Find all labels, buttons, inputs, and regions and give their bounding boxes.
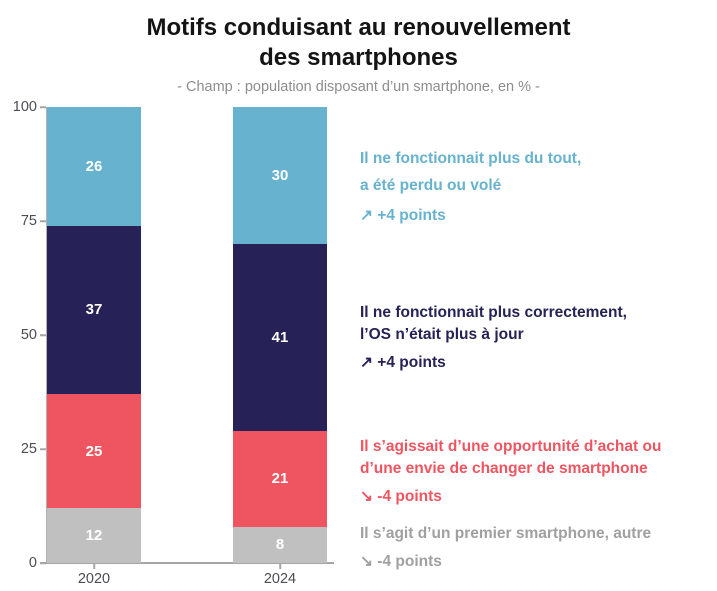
bar-value-label: 30 xyxy=(271,166,289,184)
annotation-trend-arrow-label: ↘ -4 points xyxy=(360,488,442,505)
annotation-text-line: d’une envie de changer de smartphone xyxy=(360,460,648,477)
y-axis-tick xyxy=(39,562,46,564)
plot-area: 12 25 37 26 2020 8 21 41 30 2024 0 25 50 75 100 xyxy=(13,99,332,587)
bar-value-label: 12 xyxy=(85,527,103,545)
y-axis-label: 50 xyxy=(20,327,37,343)
y-axis-tick xyxy=(39,220,46,222)
annotation-trend-arrow-label: ↘ -4 points xyxy=(360,553,442,570)
bar-2024: 8 21 41 30 xyxy=(233,107,327,563)
annotation-block-3: Il s’agit d’un premier smartphone, autre… xyxy=(360,523,715,572)
annotation-block-0: Il ne fonctionnait plus du tout, a été pe… xyxy=(360,145,715,226)
bar-value-label: 8 xyxy=(275,536,285,554)
y-axis-tick xyxy=(39,448,46,450)
annotation-text-line: Il ne fonctionnait plus du tout, xyxy=(360,150,582,167)
y-axis-label: 75 xyxy=(20,213,37,229)
bar-segment: 12 xyxy=(47,508,141,563)
y-axis-label: 100 xyxy=(12,99,37,115)
annotation-text-line: a été perdu ou volé xyxy=(360,177,502,194)
annotation-block-2: Il s’agissait d’une opportunité d’achat … xyxy=(360,436,715,507)
bar-segment: 21 xyxy=(233,430,327,527)
y-axis-tick xyxy=(39,334,46,336)
x-axis-tick xyxy=(93,563,95,569)
y-axis-tick xyxy=(39,106,46,108)
bar-segment: 26 xyxy=(47,107,141,226)
bar-2020: 12 25 37 26 xyxy=(47,107,141,563)
annotation-text-line: Il s’agit d’un premier smartphone, autre xyxy=(360,525,652,542)
annotation-trend-arrow-label: ↗ +4 points xyxy=(360,207,446,224)
x-axis-label: 2024 xyxy=(263,571,297,587)
annotation-text-line: Il ne fonctionnait plus correctement, xyxy=(360,304,627,321)
annotation-trend-arrow-label: ↗ +4 points xyxy=(360,354,446,371)
chart-title-line2: des smartphones xyxy=(259,44,458,71)
bar-value-label: 26 xyxy=(85,157,103,175)
bar-value-label: 25 xyxy=(85,442,103,460)
annotation-text-line: l’OS n’était plus à jour xyxy=(360,326,524,343)
chart-title: Motifs conduisant au renouvellement des … xyxy=(0,13,717,73)
bar-value-label: 41 xyxy=(271,328,289,346)
y-axis-line xyxy=(46,107,48,563)
chart-subtitle: - Champ : population disposant d’un smar… xyxy=(177,79,540,95)
bar-segment: 30 xyxy=(233,107,327,244)
bar-segment: 25 xyxy=(47,394,141,509)
bar-value-label: 37 xyxy=(85,301,103,319)
y-axis-label: 25 xyxy=(20,441,37,457)
bar-segment: 41 xyxy=(233,243,327,431)
chart-title-line1: Motifs conduisant au renouvellement xyxy=(146,14,571,41)
annotation-text-line: Il s’agissait d’une opportunité d’achat … xyxy=(360,438,662,455)
x-axis-label: 2020 xyxy=(77,571,111,587)
bar-segment: 8 xyxy=(233,526,327,563)
x-axis-tick xyxy=(279,563,281,569)
bar-value-label: 21 xyxy=(271,470,289,488)
x-axis-line xyxy=(40,562,334,564)
y-axis-label: 0 xyxy=(28,555,37,571)
bar-segment: 37 xyxy=(47,225,141,395)
annotation-block-1: Il ne fonctionnait plus correctement, l’O… xyxy=(360,302,715,373)
